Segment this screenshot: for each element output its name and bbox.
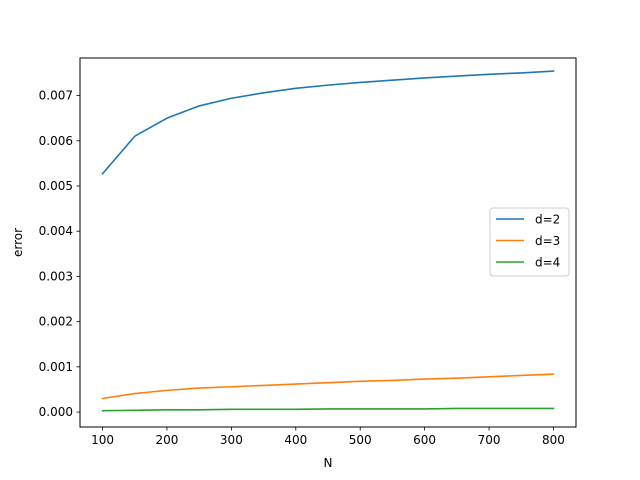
y-tick-label: 0.000 <box>39 405 73 419</box>
x-axis: 100 200 300 400 500 600 700 800 <box>91 427 565 447</box>
x-tick-label: 200 <box>156 433 179 447</box>
legend-label: d=4 <box>535 256 560 270</box>
y-tick-label: 0.003 <box>39 269 73 283</box>
x-tick-label: 700 <box>478 433 501 447</box>
x-axis-label: N <box>324 456 333 470</box>
y-tick-label: 0.004 <box>39 224 73 238</box>
y-axis: 0.000 0.001 0.002 0.003 0.004 0.005 0.006 0.007 <box>39 89 80 419</box>
x-tick-label: 500 <box>349 433 372 447</box>
series-line-2 <box>101 373 555 400</box>
y-tick-label: 0.006 <box>39 134 73 148</box>
y-tick-label: 0.002 <box>39 315 73 329</box>
series-layer <box>101 70 555 412</box>
legend: d=2 d=3 d=4 <box>489 207 570 277</box>
legend-label: d=3 <box>535 234 560 248</box>
y-tick-label: 0.001 <box>39 360 73 374</box>
legend-label: d=2 <box>535 213 560 227</box>
x-tick-label: 800 <box>542 433 565 447</box>
x-tick-label: 600 <box>413 433 436 447</box>
x-tick-label: 300 <box>220 433 243 447</box>
x-tick-label: 400 <box>284 433 307 447</box>
y-axis-label: error <box>11 228 25 257</box>
plot-frame <box>79 57 577 428</box>
y-tick-label: 0.007 <box>39 89 73 103</box>
series-line-3 <box>101 407 555 412</box>
y-tick-label: 0.005 <box>39 179 73 193</box>
legend-box <box>489 207 570 277</box>
series-line-1 <box>101 70 555 175</box>
x-tick-label: 100 <box>91 433 114 447</box>
